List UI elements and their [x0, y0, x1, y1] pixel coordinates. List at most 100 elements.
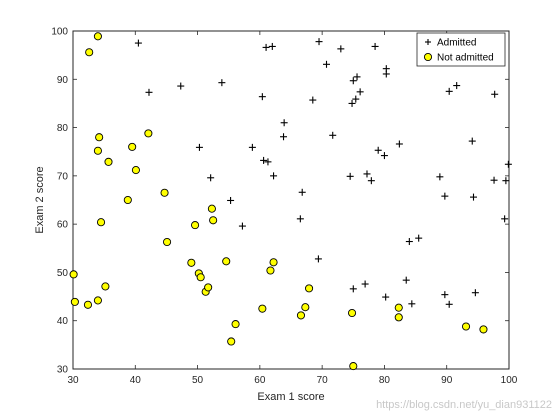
- not-admitted-point: [222, 257, 231, 266]
- admitted-point: [323, 60, 331, 68]
- admitted-point: [436, 173, 444, 181]
- admitted-point: [258, 93, 266, 101]
- not-admitted-point: [96, 218, 106, 227]
- x-tick-label: 100: [501, 375, 518, 386]
- not-admitted-point: [187, 258, 196, 267]
- admitted-point: [502, 177, 510, 185]
- admitted-point: [504, 160, 512, 168]
- admitted-point: [382, 70, 390, 78]
- not-admitted-point: [269, 258, 278, 267]
- y-tick-label: 80: [57, 123, 69, 134]
- admitted-point: [445, 87, 453, 95]
- admitted-point: [314, 255, 322, 263]
- admitted-point: [337, 45, 345, 53]
- legend-label-admitted: Admitted: [437, 38, 476, 49]
- admitted-point: [367, 177, 375, 185]
- y-tick-label: 40: [57, 316, 69, 327]
- admitted-point: [218, 79, 226, 87]
- admitted-point: [402, 276, 410, 284]
- not-admitted-point: [347, 308, 357, 318]
- x-tick-label: 40: [130, 375, 142, 386]
- admitted-point: [356, 88, 364, 96]
- admitted-point: [349, 77, 357, 85]
- admitted-point: [408, 300, 416, 308]
- admitted-point: [374, 146, 382, 154]
- admitted-point: [453, 82, 461, 90]
- legend-marker-admitted: [425, 39, 431, 45]
- admitted-point: [490, 176, 498, 184]
- axis-ticks: 30 40 50 60 70 80 90 100 30 40 50 60 70 80 90 100: [51, 27, 517, 387]
- admitted-point: [471, 289, 479, 297]
- legend-label-not-admitted: Not admitted: [437, 53, 494, 64]
- not-admitted-point: [349, 362, 358, 371]
- plot-area: [72, 30, 510, 370]
- not-admitted-point: [305, 284, 314, 293]
- watermark-text: https://blog.csdn.net/yu_dian931122: [376, 399, 552, 411]
- admitted-point: [405, 238, 413, 246]
- y-tick-label: 70: [57, 171, 69, 182]
- admitted-point: [352, 95, 360, 103]
- admitted-point: [227, 196, 235, 204]
- not-admitted-point: [123, 195, 132, 205]
- not-admitted-point: [461, 322, 471, 331]
- admitted-point: [441, 291, 449, 299]
- not-admitted-point: [207, 204, 216, 213]
- admitted-point: [468, 137, 476, 145]
- admitted-point: [380, 152, 388, 160]
- not-admitted-point: [301, 303, 310, 312]
- not-admitted-point: [69, 270, 78, 279]
- not-admitted-point: [128, 142, 137, 151]
- admitted-point: [371, 42, 379, 50]
- admitted-point: [207, 174, 215, 182]
- x-tick-label: 80: [379, 375, 391, 386]
- not-admitted-point: [209, 216, 218, 225]
- admitted-point: [280, 133, 288, 141]
- admitted-point: [353, 73, 361, 81]
- y-tick-label: 30: [57, 365, 69, 376]
- x-tick-label: 30: [67, 375, 79, 386]
- not-admitted-point: [131, 166, 140, 175]
- admitted-point: [415, 234, 423, 242]
- admitted-point: [441, 192, 449, 200]
- legend: Admitted Not admitted: [416, 32, 506, 67]
- admitted-point: [501, 215, 509, 223]
- admitted-point: [309, 96, 317, 104]
- admitted-point: [238, 222, 246, 230]
- x-tick-label: 90: [441, 375, 453, 386]
- x-axis-title: Exam 1 score: [257, 391, 324, 403]
- legend-box: [416, 32, 506, 67]
- y-tick-label: 60: [57, 220, 69, 231]
- admitted-point: [445, 300, 453, 308]
- admitted-point: [349, 285, 357, 293]
- y-tick-label: 50: [57, 268, 69, 279]
- legend-marker-not-admitted: [423, 52, 433, 62]
- not-admitted-point: [104, 157, 113, 166]
- not-admitted-point: [196, 273, 205, 282]
- not-admitted-point: [394, 313, 403, 322]
- not-admitted-point: [95, 133, 104, 142]
- not-admitted-point: [144, 129, 153, 138]
- admitted-point: [491, 90, 499, 98]
- admitted-point: [363, 170, 371, 178]
- admitted-point: [361, 280, 369, 288]
- not-admitted-point: [296, 311, 306, 320]
- admitted-point: [382, 293, 390, 301]
- y-axis-title: Exam 2 score: [34, 166, 46, 233]
- admitted-point: [270, 172, 278, 180]
- admitted-point: [134, 39, 142, 47]
- not-admitted-point: [204, 283, 213, 292]
- admitted-point: [329, 131, 337, 139]
- x-tick-label: 60: [254, 375, 266, 386]
- admitted-point: [248, 143, 256, 151]
- not-admitted-point: [160, 188, 169, 197]
- not-admitted-point: [191, 221, 200, 230]
- not-admitted-point: [231, 320, 240, 329]
- not-admitted-point: [70, 297, 79, 306]
- not-admitted-point: [93, 296, 102, 305]
- admitted-point: [469, 193, 477, 201]
- admitted-point: [315, 38, 323, 46]
- x-tick-label: 50: [192, 375, 204, 386]
- y-tick-label: 90: [57, 75, 69, 86]
- admitted-point: [145, 88, 153, 96]
